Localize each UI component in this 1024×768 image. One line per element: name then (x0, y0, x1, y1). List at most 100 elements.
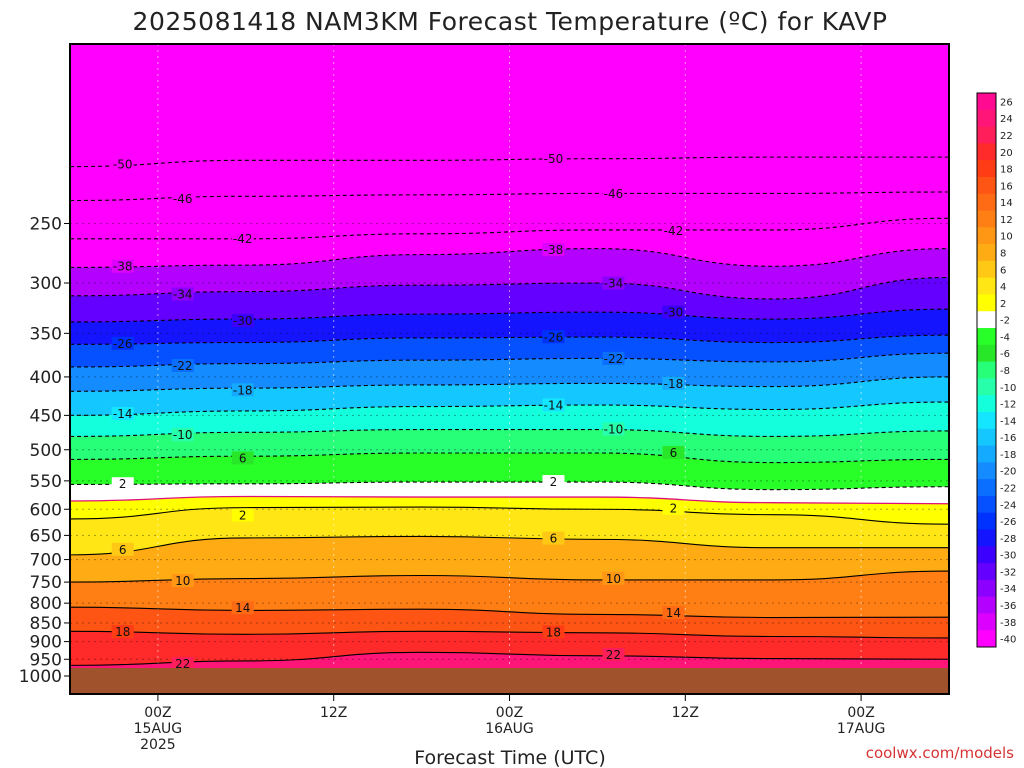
chart-title: 2025081418 NAM3KM Forecast Temperature (… (133, 7, 888, 36)
isotherm-label: -22 (604, 352, 624, 366)
colorbar-label: 16 (1000, 181, 1013, 192)
isotherm-label: -42 (664, 224, 684, 238)
isotherm--50 (70, 156, 949, 168)
isotherm-label-bg (542, 625, 565, 639)
isotherm-label-bg (171, 192, 194, 206)
isotherm-label-bg (602, 276, 625, 290)
isotherm-6 (70, 535, 949, 556)
isotherm-2 (70, 506, 949, 525)
colorbar-label: -26 (1000, 517, 1016, 528)
isotherm-label: 2 (119, 477, 127, 491)
colorbar-label: -22 (1000, 484, 1016, 495)
isotherm-lines: -50 -50 -46 -46 -42 -42 -38 -38 -34 -34 -30 -30 -26 -… (70, 152, 949, 671)
isotherm--2 (70, 481, 949, 491)
y-tick-label: 750 (30, 573, 62, 593)
colorbar-swatch (977, 260, 996, 279)
isotherm-label-bg (662, 606, 685, 620)
colorbar-label: 8 (1000, 248, 1006, 259)
isotherm--26 (70, 334, 949, 345)
colorbar-swatch (977, 277, 996, 295)
band-0 (70, 496, 949, 525)
isotherm-label-bg (231, 601, 254, 615)
y-tick-label: 450 (30, 406, 62, 426)
ground-surface (70, 668, 949, 694)
isotherm-label: 18 (115, 625, 130, 639)
y-tick-label: 700 (30, 551, 62, 571)
colorbar-swatch (977, 445, 996, 463)
colorbar-swatch (977, 596, 996, 614)
isotherm-label-bg (171, 287, 194, 301)
x-tick-label: 12Z (320, 705, 347, 721)
isotherm-label-bg (111, 477, 134, 491)
x-tick-label: 00Z (496, 705, 523, 721)
band-14 (70, 607, 949, 638)
colorbar-label: -30 (1000, 551, 1016, 562)
colorbar-label: -10 (1000, 383, 1016, 394)
isotherm-14 (70, 606, 949, 619)
isotherm-label: -22 (173, 359, 193, 373)
x-tick-label: 2025 (140, 737, 176, 753)
isotherm-label: -38 (544, 243, 564, 257)
isotherm-label: 10 (175, 574, 190, 588)
colorbar-swatch (977, 160, 996, 178)
colorbar-swatch (977, 411, 996, 430)
isotherm-label: 10 (606, 572, 621, 586)
isotherm-label: 18 (546, 625, 561, 639)
isotherm-label: -26 (113, 337, 133, 351)
x-tick-label: 16AUG (485, 721, 534, 737)
isotherm--42 (70, 217, 949, 240)
isotherm--10 (70, 429, 949, 437)
isotherm-label: 6 (670, 446, 678, 460)
colorbar-swatch (977, 210, 996, 228)
colorbar-label: -36 (1000, 601, 1016, 612)
colorbar-label: 6 (1000, 265, 1006, 276)
isotherm-label-bg (542, 398, 565, 412)
isotherm-label-bg (111, 542, 134, 556)
y-tick-label: 300 (30, 274, 62, 294)
isotherm-label-bg (171, 358, 194, 372)
colorbar-label: -34 (1000, 584, 1016, 595)
isotherm-label: -18 (233, 383, 253, 397)
band-18 (70, 631, 949, 666)
isotherm-label-bg (171, 657, 194, 671)
isotherm-label-bg (111, 259, 134, 273)
isotherm-label: -50 (544, 152, 564, 166)
colorbar-swatch (977, 546, 996, 564)
pressure-axis: 2503003504004505005506006507007508008509… (19, 215, 70, 687)
colorbar-label: -16 (1000, 433, 1016, 444)
colorbar-label: -32 (1000, 567, 1016, 578)
isotherm-label: -42 (233, 232, 253, 246)
colorbar-label: -8 (1000, 366, 1010, 377)
colorbar-swatch (977, 143, 996, 161)
colorbar-swatch (977, 479, 996, 497)
isotherm-label: -46 (173, 192, 193, 206)
y-tick-label: 850 (30, 614, 62, 634)
colorbar-swatch (977, 328, 996, 346)
isotherm-0 (70, 495, 949, 505)
isotherm--46 (70, 191, 949, 202)
isotherm-label: -10 (604, 423, 624, 437)
x-tick-label: 00Z (847, 705, 874, 721)
colorbar-swatch (977, 563, 996, 581)
colorbar-label: -40 (1000, 635, 1016, 646)
isotherm--18 (70, 376, 949, 392)
y-tick-label: 800 (30, 594, 62, 614)
colorbar-swatch (977, 126, 996, 144)
isotherm--14 (70, 401, 949, 416)
y-tick-label: 650 (30, 526, 62, 546)
isotherm-label-bg (111, 336, 134, 350)
band-6 (70, 536, 949, 583)
y-tick-label: 1000 (19, 667, 62, 687)
isotherm-label: 22 (606, 648, 621, 662)
colorbar-swatch (977, 613, 996, 631)
isotherm-label-bg (542, 531, 565, 545)
isotherm-label-bg (662, 445, 685, 459)
credit-text: coolwx.com/models (866, 744, 1014, 762)
isotherm-10 (70, 570, 949, 583)
isotherm--38 (70, 248, 949, 268)
colorbar-swatch (977, 395, 996, 413)
isotherm-22 (70, 651, 949, 666)
y-tick-label: 950 (30, 650, 62, 670)
colorbar-label: -4 (1000, 332, 1010, 343)
